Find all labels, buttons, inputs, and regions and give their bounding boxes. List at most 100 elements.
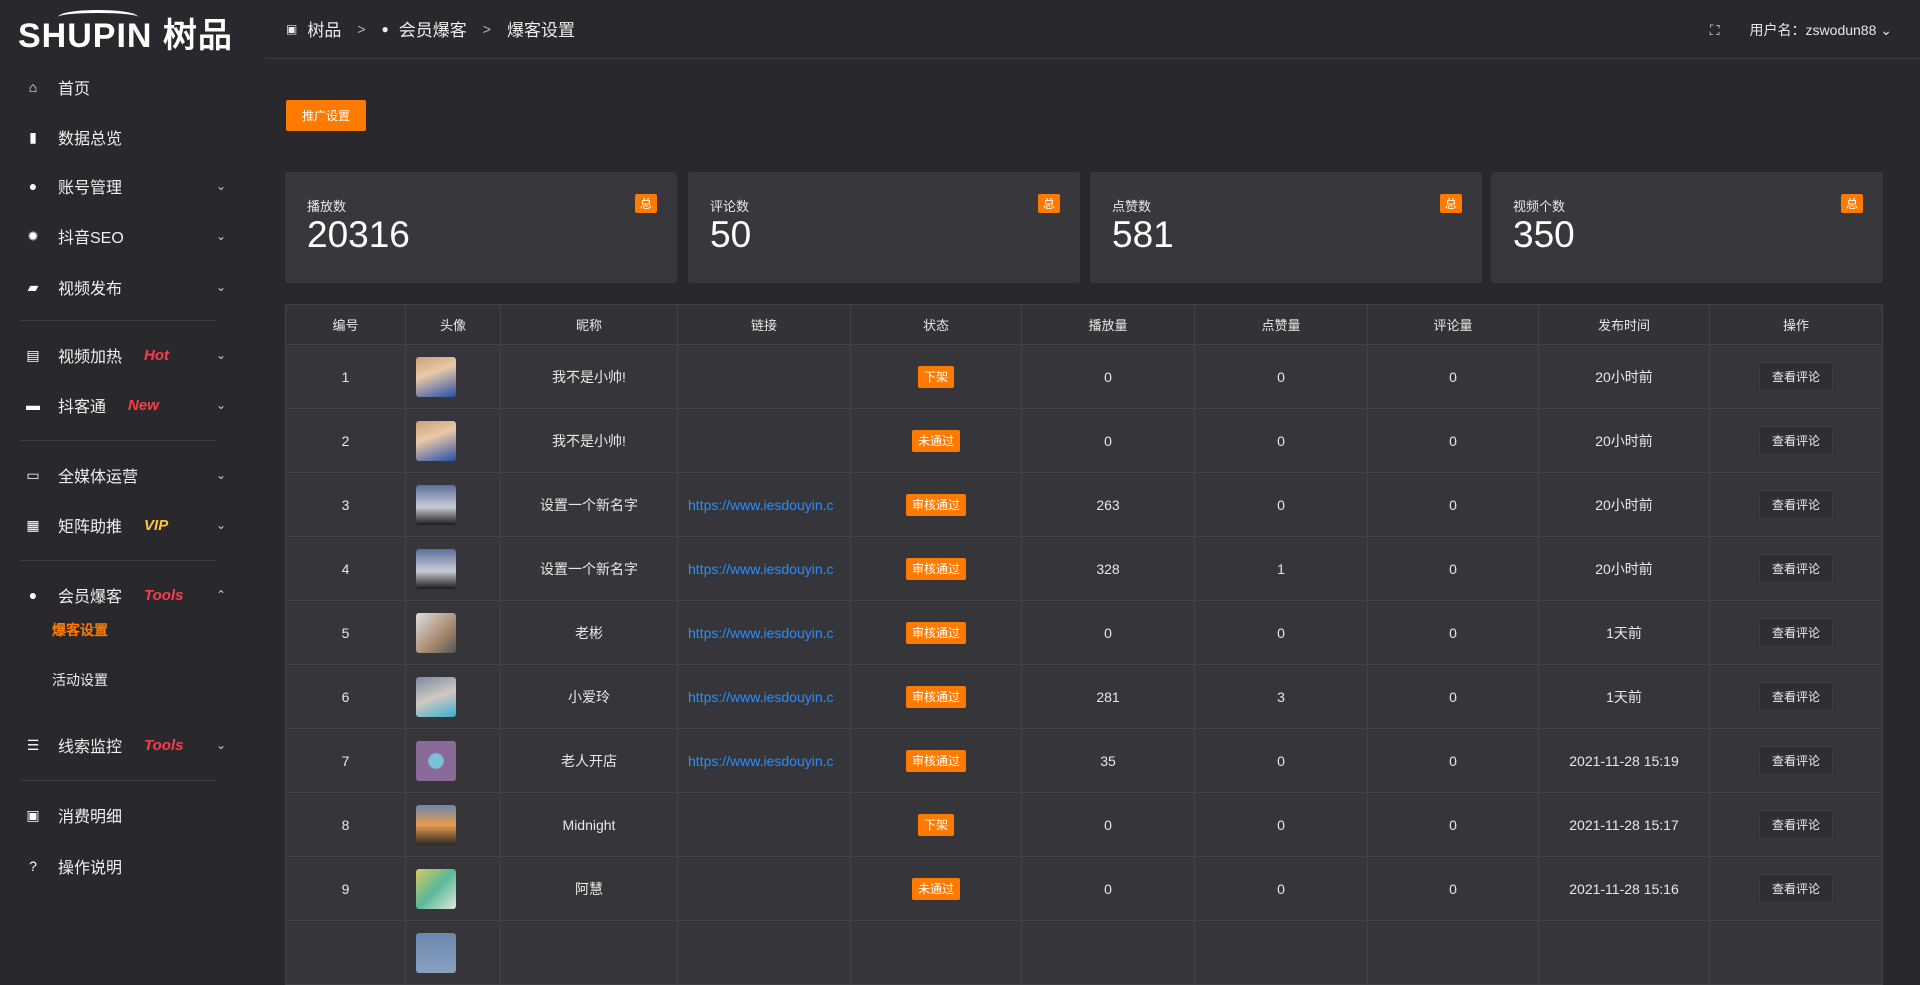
status-cell: 审核通过 xyxy=(850,536,1022,601)
view-comments-button[interactable]: 查看评论 xyxy=(1758,426,1833,455)
nickname: 我不是小帅! xyxy=(500,408,678,473)
row-id: 8 xyxy=(285,792,406,857)
video-link[interactable]: https://www.iesdouyin.c xyxy=(677,536,851,601)
row-id: 5 xyxy=(285,600,406,665)
sidebar-item[interactable]: ▦ 矩阵助推 VIP ⌄ xyxy=(0,505,240,545)
avatar-cell xyxy=(405,792,501,857)
view-comments-button[interactable]: 查看评论 xyxy=(1758,490,1833,519)
breadcrumb-item[interactable]: 会员爆客 xyxy=(398,21,467,40)
view-comments-button[interactable]: 查看评论 xyxy=(1758,874,1833,903)
sidebar-tag: Tools xyxy=(144,736,184,754)
divider xyxy=(20,320,216,321)
status-badge: 审核通过 xyxy=(905,622,966,644)
comment-count xyxy=(1367,920,1539,985)
status-cell: 审核通过 xyxy=(850,664,1022,729)
sidebar-item[interactable]: ● 账号管理 ⌄ xyxy=(0,166,240,206)
chevron-down-icon: ⌄ xyxy=(215,179,226,193)
like-count: 0 xyxy=(1194,792,1368,857)
avatar-cell xyxy=(405,344,501,409)
comment-count: 0 xyxy=(1367,856,1539,921)
stat-card: 评论数 50 总 xyxy=(688,172,1080,283)
video-link[interactable]: https://www.iesdouyin.c xyxy=(677,472,851,537)
sidebar-subitem[interactable]: 爆客设置 xyxy=(52,622,108,638)
column-header: 播放量 xyxy=(1021,304,1195,345)
avatar xyxy=(416,420,456,461)
row-id: 4 xyxy=(285,536,406,601)
chevron-down-icon: ⌄ xyxy=(1880,22,1892,38)
sidebar-item-label: 矩阵助推 xyxy=(58,519,123,536)
avatar xyxy=(416,868,456,909)
total-badge: 总 xyxy=(634,194,657,213)
play-count: 35 xyxy=(1021,728,1195,793)
action-cell xyxy=(1709,920,1883,985)
status-cell: 审核通过 xyxy=(850,600,1022,665)
publish-time: 20小时前 xyxy=(1538,472,1710,537)
status-cell: 审核通过 xyxy=(850,472,1022,537)
comment-count: 0 xyxy=(1367,536,1539,601)
sidebar-item-label: 操作说明 xyxy=(58,860,123,877)
publish-time: 20小时前 xyxy=(1538,344,1710,409)
view-comments-button[interactable]: 查看评论 xyxy=(1758,810,1833,839)
stat-card: 点赞数 581 总 xyxy=(1090,172,1482,283)
chart-icon: ▣ xyxy=(286,21,298,36)
view-comments-button[interactable]: 查看评论 xyxy=(1758,554,1833,583)
sidebar-item[interactable]: ▤ 视频加热 Hot ⌄ xyxy=(0,335,240,375)
sidebar-item[interactable]: ? 操作说明 xyxy=(0,846,240,886)
breadcrumb-item[interactable]: 树品 xyxy=(307,21,342,40)
breadcrumb: ▣ 树品 > ● 会员爆客 > 爆客设置 xyxy=(286,16,575,41)
sidebar-item-label: 会员爆客 xyxy=(58,589,123,606)
table-row: 7 老人开店 https://www.iesdouyin.c 审核通过 35 0 0 2021… xyxy=(285,728,1883,793)
video-link[interactable]: https://www.iesdouyin.c xyxy=(677,600,851,665)
total-badge: 总 xyxy=(1439,194,1462,213)
stat-value: 20316 xyxy=(307,214,410,255)
sidebar-item-label: 首页 xyxy=(58,81,91,98)
bar-chart-icon: ▮ xyxy=(29,128,37,145)
stat-label: 播放数 xyxy=(307,199,347,214)
sidebar-item[interactable]: ▮ 数据总览 xyxy=(0,117,240,157)
play-count: 0 xyxy=(1021,344,1195,409)
stat-label: 评论数 xyxy=(710,199,750,214)
divider xyxy=(20,780,216,781)
status-badge: 审核通过 xyxy=(905,494,966,516)
action-cell: 查看评论 xyxy=(1709,472,1883,537)
sidebar-item-label: 账号管理 xyxy=(58,180,123,197)
avatar-cell xyxy=(405,408,501,473)
sidebar-subitem[interactable]: 活动设置 xyxy=(52,672,108,688)
sidebar-item[interactable]: ▭ 全媒体运营 ⌄ xyxy=(0,455,240,495)
view-comments-button[interactable]: 查看评论 xyxy=(1758,682,1833,711)
video-table: 编号 头像 昵称 链接 状态 播放量 点赞量 评论量 发布时间 操作 1 我不是小帅! 下架 0 0 0 20… xyxy=(285,304,1883,985)
username: 用户名：zswodun88 xyxy=(1749,22,1877,38)
sidebar: SHUPIN 树品 ⌂ 首页 ▮ 数据总览 ● 账号管理 ⌄ ✹ 抖音SEO ⌄ ▰ 视频发布 ⌄ ▤ 视频… xyxy=(0,0,266,936)
row-id: 9 xyxy=(285,856,406,921)
video-link[interactable]: https://www.iesdouyin.c xyxy=(677,664,851,729)
sidebar-item[interactable]: ✹ 抖音SEO ⌄ xyxy=(0,216,240,256)
sidebar-item[interactable]: ▬ 抖客通 New ⌄ xyxy=(0,385,240,425)
sidebar-item[interactable]: ▰ 视频发布 ⌄ xyxy=(0,267,240,307)
comment-count: 0 xyxy=(1367,472,1539,537)
status-badge: 下架 xyxy=(917,366,954,388)
sidebar-item[interactable]: ▣ 消费明细 xyxy=(0,795,240,835)
like-count: 0 xyxy=(1194,344,1368,409)
nickname: 设置一个新名字 xyxy=(500,472,678,537)
fullscreen-icon[interactable]: ⛶ xyxy=(1709,21,1720,38)
view-comments-button[interactable]: 查看评论 xyxy=(1758,362,1833,391)
status-cell: 下架 xyxy=(850,792,1022,857)
play-count xyxy=(1021,920,1195,985)
view-comments-button[interactable]: 查看评论 xyxy=(1758,618,1833,647)
sidebar-item[interactable]: ● 会员爆客 Tools ⌃ xyxy=(0,575,240,615)
table-row: 8 Midnight 下架 0 0 0 2021-11-28 15:17 查看评论 xyxy=(285,792,1883,857)
status-cell xyxy=(850,920,1022,985)
status-badge: 未通过 xyxy=(911,878,960,900)
like-count xyxy=(1194,920,1368,985)
column-header: 昵称 xyxy=(500,304,678,345)
video-link[interactable]: https://www.iesdouyin.c xyxy=(677,728,851,793)
promo-settings-button[interactable]: 推广设置 xyxy=(286,100,366,131)
sidebar-item[interactable]: ☰ 线索监控 Tools ⌄ xyxy=(0,725,240,765)
sidebar-item-label: 线索监控 xyxy=(58,739,123,756)
user-menu[interactable]: 用户名：zswodun88 ⌄ xyxy=(1750,20,1892,40)
sidebar-item[interactable]: ⌂ 首页 xyxy=(0,67,240,107)
publish-time: 2021-11-28 15:19 xyxy=(1538,728,1710,793)
column-header: 发布时间 xyxy=(1538,304,1710,345)
camera-icon: ▰ xyxy=(27,278,39,295)
view-comments-button[interactable]: 查看评论 xyxy=(1758,746,1833,775)
